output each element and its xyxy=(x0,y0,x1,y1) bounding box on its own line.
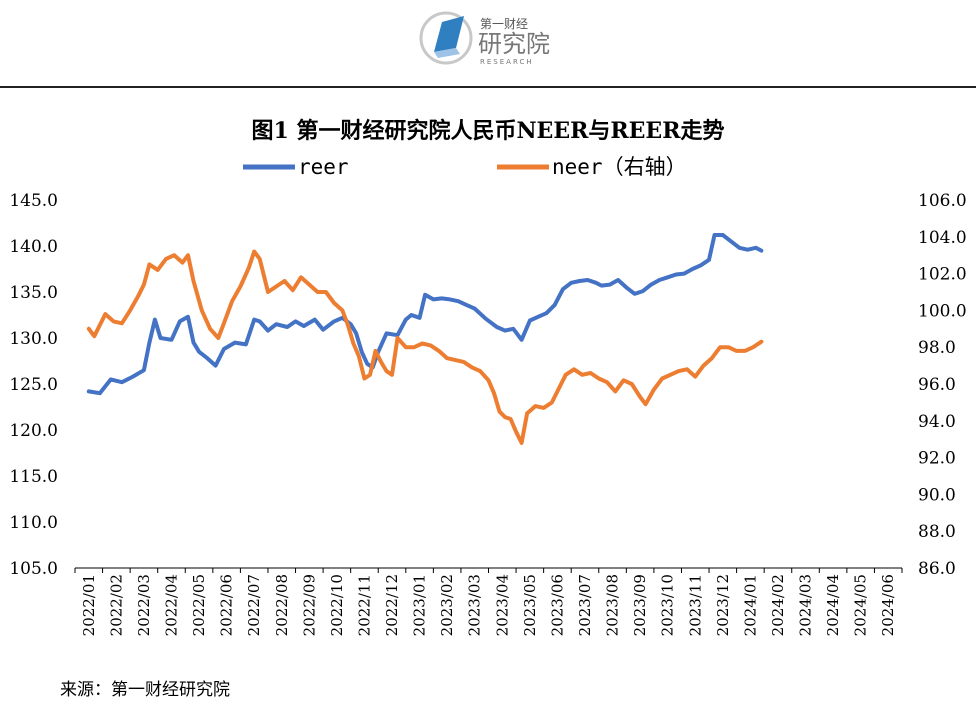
left-tick-label: 135.0 xyxy=(9,283,58,303)
legend-reer-label: reer xyxy=(298,155,349,179)
x-tick-label: 2023/12 xyxy=(714,574,732,636)
research-logo: 第一财经 研究院 RESEARCH xyxy=(419,11,550,66)
left-tick-label: 105.0 xyxy=(9,559,58,579)
x-axis: 2022/01 2022/02 2022/03 2022/04 2022/05 2022/… xyxy=(74,568,903,636)
x-tick-label: 2024/04 xyxy=(824,574,842,636)
x-tick-label: 2024/01 xyxy=(741,574,759,636)
right-axis: 86.0 88.0 90.0 92.0 94.0 96.0 98.0 100.0 102.0 10… xyxy=(918,191,967,579)
logo-brand-cn: 第一财经 xyxy=(480,17,528,31)
x-tick-label: 2022/01 xyxy=(80,574,98,636)
left-tick-label: 110.0 xyxy=(9,513,58,533)
x-tick-label: 2022/02 xyxy=(107,574,125,636)
right-tick-label: 96.0 xyxy=(918,375,956,395)
x-tick-label: 2022/10 xyxy=(328,574,346,636)
x-tick-label: 2023/05 xyxy=(521,574,539,636)
source-note: 来源：第一财经研究院 xyxy=(60,680,230,700)
header-rule xyxy=(0,86,976,88)
logo-brand-name: 研究院 xyxy=(478,30,550,58)
right-tick-label: 106.0 xyxy=(918,191,967,211)
right-tick-label: 94.0 xyxy=(918,412,956,432)
x-tick-label: 2022/06 xyxy=(218,574,236,636)
logo-emblem-icon xyxy=(419,11,473,65)
rmb-neer-reer-chart: 图1 第一财经研究院人民币NEER与REER走势 reer neer（右轴） 1… xyxy=(9,118,967,636)
legend-neer-label: neer（右轴） xyxy=(552,155,687,179)
x-tick-label: 2022/03 xyxy=(135,574,153,636)
series-neer-line xyxy=(86,249,764,445)
x-tick-label: 2023/09 xyxy=(631,574,649,636)
x-tick-label: 2023/07 xyxy=(576,574,594,636)
right-tick-label: 102.0 xyxy=(918,265,967,285)
right-tick-label: 98.0 xyxy=(918,338,956,358)
left-tick-label: 115.0 xyxy=(9,467,58,487)
logo-brand-sub: RESEARCH xyxy=(480,58,534,66)
x-tick-label: 2023/02 xyxy=(438,574,456,636)
left-tick-label: 140.0 xyxy=(9,237,58,257)
x-tick-label: 2023/03 xyxy=(466,574,484,636)
chart-title: 图1 第一财经研究院人民币NEER与REER走势 xyxy=(251,118,724,144)
x-tick-label: 2022/12 xyxy=(383,574,401,636)
right-tick-label: 104.0 xyxy=(918,228,967,248)
right-tick-label: 88.0 xyxy=(918,522,956,542)
x-tick-label: 2022/09 xyxy=(300,574,318,636)
x-tick-label: 2024/02 xyxy=(769,574,787,636)
left-tick-label: 120.0 xyxy=(9,421,58,441)
x-tick-label: 2023/10 xyxy=(659,574,677,636)
right-tick-label: 86.0 xyxy=(918,559,956,579)
x-tick-label: 2024/03 xyxy=(797,574,815,636)
x-tick-label: 2022/07 xyxy=(245,574,263,636)
x-tick-label: 2023/08 xyxy=(604,574,622,636)
x-tick-label: 2023/01 xyxy=(411,574,429,636)
left-tick-label: 130.0 xyxy=(9,329,58,349)
right-tick-label: 90.0 xyxy=(918,485,956,505)
x-tick-label: 2022/04 xyxy=(162,574,180,636)
left-tick-label: 145.0 xyxy=(9,191,58,211)
legend: reer neer（右轴） xyxy=(243,155,687,179)
right-tick-label: 100.0 xyxy=(918,301,967,321)
x-tick-label: 2024/06 xyxy=(879,574,897,636)
left-axis: 105.0 110.0 115.0 120.0 125.0 130.0 135.0 140.0… xyxy=(9,191,58,579)
series-reer-line xyxy=(86,233,764,396)
x-tick-label: 2023/11 xyxy=(686,574,704,636)
x-tick-label: 2022/05 xyxy=(190,574,208,636)
x-tick-label: 2023/06 xyxy=(548,574,566,636)
left-tick-label: 125.0 xyxy=(9,375,58,395)
x-tick-label: 2022/08 xyxy=(273,574,291,636)
right-tick-label: 92.0 xyxy=(918,449,956,469)
x-tick-label: 2022/11 xyxy=(355,574,373,636)
x-tick-label: 2023/04 xyxy=(493,574,511,636)
x-tick-label: 2024/05 xyxy=(852,574,870,636)
